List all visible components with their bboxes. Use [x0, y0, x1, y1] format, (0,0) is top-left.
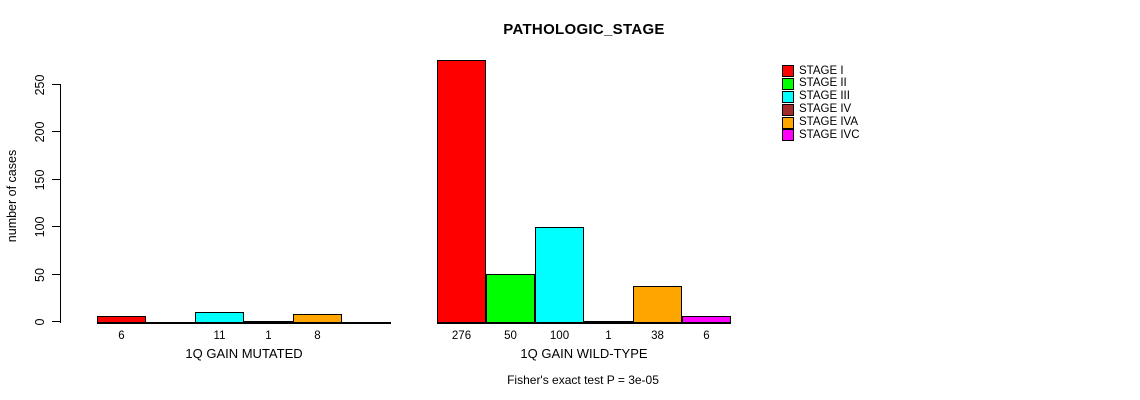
- y-tick-label: 200: [33, 121, 47, 143]
- bar: [584, 321, 633, 323]
- y-axis-tick: [52, 84, 60, 85]
- y-axis-tick: [52, 321, 60, 322]
- bar-value-label: 6: [703, 330, 710, 342]
- legend-item: STAGE IVC: [782, 129, 860, 142]
- legend-swatch: [782, 116, 794, 129]
- x-axis-group-label: 1Q GAIN MUTATED: [185, 346, 303, 361]
- bar-value-label: 50: [504, 330, 517, 342]
- legend-swatch: [782, 103, 794, 116]
- bar-value-label: 1: [605, 330, 612, 342]
- bar: [437, 60, 486, 323]
- fisher-test-note: Fisher's exact test P = 3e-05: [507, 373, 659, 387]
- y-axis-tick: [52, 131, 60, 132]
- legend-item: STAGE II: [782, 78, 860, 91]
- legend-swatch: [782, 90, 794, 103]
- bar: [97, 316, 146, 323]
- bar: [244, 321, 293, 323]
- legend-item: STAGE I: [782, 65, 860, 78]
- y-tick-label: 0: [33, 318, 47, 326]
- y-tick-label: 50: [33, 268, 47, 282]
- chart-title: PATHOLOGIC_STAGE: [503, 21, 665, 38]
- bar-value-label: 11: [213, 330, 226, 342]
- y-axis-tick: [52, 226, 60, 227]
- y-tick-label: 250: [33, 74, 47, 96]
- bar-value-label: 8: [314, 330, 321, 342]
- legend-item-label: STAGE IVA: [799, 115, 859, 128]
- y-axis-tick: [52, 274, 60, 275]
- legend-swatch: [782, 129, 794, 142]
- bar-value-label: 6: [118, 330, 125, 342]
- y-axis-tick: [52, 179, 60, 180]
- legend-swatch: [782, 78, 794, 91]
- y-axis-label: number of cases: [5, 149, 19, 243]
- legend-item: STAGE III: [782, 91, 860, 104]
- legend-item-label: STAGE III: [799, 90, 850, 103]
- y-tick-label: 100: [33, 216, 47, 238]
- bar-value-label: 100: [549, 330, 570, 342]
- bar: [633, 286, 682, 323]
- y-tick-label: 150: [33, 169, 47, 191]
- legend-item: STAGE IVA: [782, 116, 860, 129]
- legend-swatch: [782, 65, 794, 78]
- bar: [293, 314, 342, 323]
- bar-value-label: 276: [451, 330, 472, 342]
- y-axis-line: [60, 84, 61, 323]
- bar: [195, 312, 244, 323]
- bar: [682, 316, 731, 323]
- bar: [486, 274, 535, 323]
- legend-item-label: STAGE IVC: [799, 128, 860, 141]
- legend-item-label: STAGE II: [799, 77, 847, 90]
- bar-value-label: 1: [265, 330, 272, 342]
- bar: [535, 227, 584, 323]
- bar-value-label: 38: [651, 330, 664, 342]
- legend-item-label: STAGE I: [799, 64, 844, 77]
- legend-item: STAGE IV: [782, 103, 860, 116]
- legend-item-label: STAGE IV: [799, 103, 852, 116]
- legend: STAGE I STAGE II STAGE III STAGE IV STAGE IV…: [782, 65, 860, 142]
- x-axis-group-label: 1Q GAIN WILD-TYPE: [520, 346, 648, 361]
